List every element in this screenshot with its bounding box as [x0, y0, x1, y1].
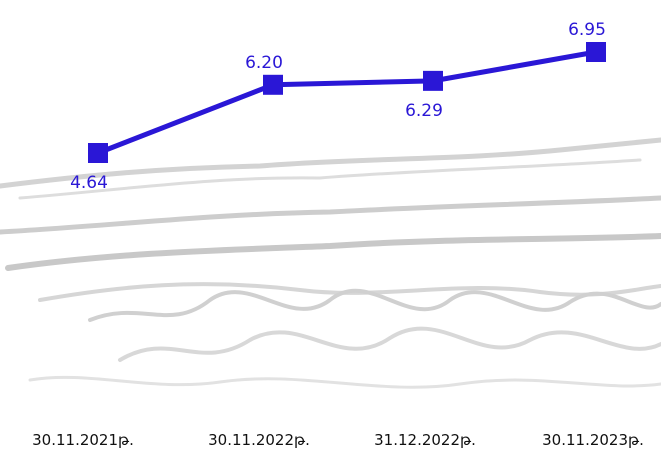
data-point-marker [263, 74, 283, 95]
x-tick-label: 30.11.2021թ. [32, 431, 134, 449]
plot-area: 4.64 6.20 6.29 6.95 [70, 20, 606, 193]
data-label: 6.20 [245, 53, 283, 73]
data-point-marker [88, 143, 108, 163]
data-point-marker [423, 70, 443, 91]
x-tick-label: 30.11.2022թ. [208, 431, 310, 449]
texture-stroke [0, 137, 661, 189]
texture-stroke [18, 158, 642, 200]
data-label: 6.95 [568, 20, 606, 40]
texture-stroke [28, 375, 661, 389]
data-label: 4.64 [70, 173, 108, 193]
x-tick-label: 31.12.2022թ. [374, 431, 476, 449]
texture-stroke [88, 288, 661, 322]
texture-stroke [5, 233, 661, 271]
x-tick-label: 30.11.2023թ. [542, 431, 644, 449]
texture-stroke [0, 195, 661, 235]
texture-stroke [118, 326, 661, 362]
data-point-marker [586, 42, 606, 62]
data-label: 6.29 [405, 101, 443, 121]
series-line [97, 49, 597, 156]
x-axis: 30.11.2021թ. 30.11.2022թ. 31.12.2022թ. 30.1… [32, 431, 644, 449]
background-texture [0, 137, 661, 389]
